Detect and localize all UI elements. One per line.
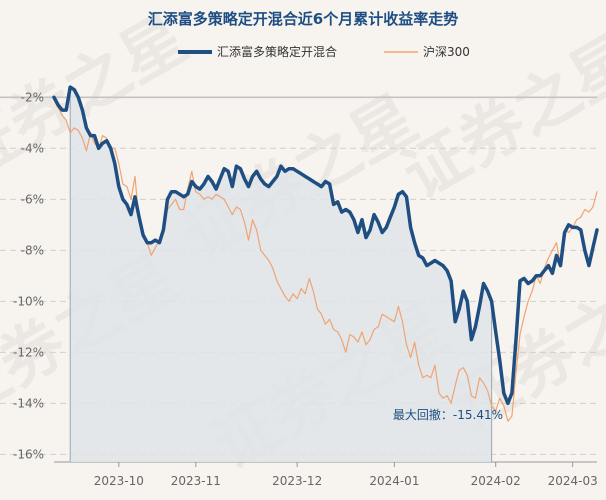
drawdown-area	[70, 87, 492, 462]
max-drawdown-annotation: 最大回撤：-15.41%	[393, 407, 503, 422]
x-tick-label: 2024-03	[548, 474, 598, 488]
y-tick-label: -8%	[21, 243, 44, 257]
y-tick-label: -16%	[13, 447, 44, 461]
y-tick-label: -4%	[21, 141, 44, 155]
legend-label-fund: 汇添富多策略定开混合	[217, 44, 337, 59]
plot-area	[52, 85, 599, 462]
x-axis: 2023-10 2023-11 2023-12 2024-01 2024-02 2024-…	[54, 461, 598, 488]
x-tick-label: 2024-01	[369, 474, 419, 488]
y-tick-label: -10%	[13, 294, 44, 308]
x-tick-label: 2023-11	[171, 474, 221, 488]
x-tick-label: 2024-02	[471, 474, 521, 488]
legend: 汇添富多策略定开混合 沪深300	[178, 44, 470, 59]
grid	[0, 96, 597, 455]
chart-title: 汇添富多策略定开混合近6个月累计收益率走势	[148, 10, 458, 28]
series-line-fund	[52, 85, 599, 406]
legend-label-index: 沪深300	[423, 45, 470, 59]
x-tick-label: 2023-10	[94, 474, 144, 488]
y-axis: -2% -4% -6% -8% -10% -12% -14% -16%	[13, 90, 44, 461]
y-tick-label: -6%	[21, 192, 44, 206]
y-tick-label: -2%	[21, 90, 44, 104]
y-tick-label: -14%	[13, 396, 44, 410]
x-tick-label: 2023-12	[272, 474, 322, 488]
max-drawdown-label: 最大回撤：-15.41%	[393, 407, 503, 422]
y-tick-label: -12%	[13, 345, 44, 359]
